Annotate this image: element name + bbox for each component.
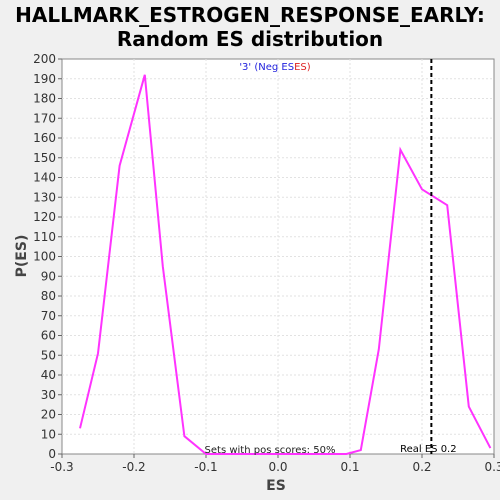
y-tick-label: 60 [41, 329, 56, 343]
y-axis-ticks: 0 10 20 30 40 50 60 70 80 90 100 110 120 130 140 150 160… [33, 52, 62, 461]
y-tick-label: 130 [33, 190, 56, 204]
y-tick-label: 0 [48, 447, 56, 461]
y-tick-label: 110 [33, 230, 56, 244]
legend: '3' (Neg ESES) [239, 62, 310, 73]
y-tick-label: 10 [41, 427, 56, 441]
y-tick-label: 120 [33, 210, 56, 224]
legend-prefix: '3' ( [239, 62, 258, 73]
es-distribution-line [79, 74, 492, 455]
y-tick-label: 90 [41, 269, 56, 283]
y-tick-label: 180 [33, 92, 56, 106]
y-tick-label: 40 [41, 368, 56, 382]
chart-title-line2: Random ES distribution [117, 27, 383, 51]
chart-title-line1: HALLMARK_ESTROGEN_RESPONSE_EARLY: [15, 3, 485, 27]
y-tick-label: 190 [33, 72, 56, 86]
x-tick-label: -0.2 [122, 460, 145, 474]
y-tick-label: 30 [41, 388, 56, 402]
pos-scores-annotation: Sets with pos scores: 50% [205, 445, 336, 456]
y-tick-label: 160 [33, 131, 56, 145]
x-tick-label: 0.3 [484, 460, 500, 474]
y-tick-label: 100 [33, 250, 56, 264]
y-tick-label: 70 [41, 309, 56, 323]
y-axis-label: P(ES) [14, 235, 30, 278]
x-axis-ticks: -0.3 -0.2 -0.1 0.0 0.1 0.2 0.3 [50, 454, 500, 474]
y-tick-label: 200 [33, 52, 56, 66]
grid-lines [62, 59, 494, 454]
y-tick-label: 50 [41, 348, 56, 362]
x-tick-label: -0.3 [50, 460, 73, 474]
y-tick-label: 80 [41, 289, 56, 303]
x-tick-label: 0.0 [268, 460, 287, 474]
x-tick-label: 0.1 [340, 460, 359, 474]
legend-es: ES [294, 62, 307, 73]
x-tick-label: 0.2 [412, 460, 431, 474]
real-es-label: Real ES 0.2 [400, 444, 456, 455]
legend-suffix: ) [307, 62, 311, 73]
y-tick-label: 170 [33, 111, 56, 125]
y-tick-label: 140 [33, 171, 56, 185]
x-tick-label: -0.1 [194, 460, 217, 474]
x-axis-label: ES [266, 478, 286, 494]
y-tick-label: 20 [41, 408, 56, 422]
y-tick-label: 150 [33, 151, 56, 165]
legend-neg-es: Neg ES [258, 62, 294, 73]
